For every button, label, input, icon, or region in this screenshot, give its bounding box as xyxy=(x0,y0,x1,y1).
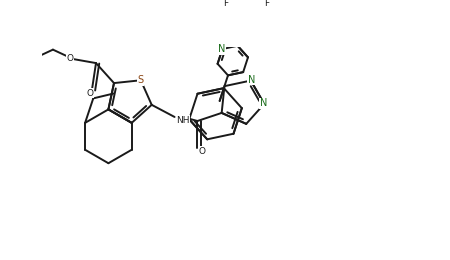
Text: F: F xyxy=(223,0,228,8)
Text: N: N xyxy=(248,75,255,85)
Text: O: O xyxy=(87,89,94,98)
Text: S: S xyxy=(138,75,144,85)
Text: NH: NH xyxy=(176,116,190,125)
Text: O: O xyxy=(198,147,205,156)
Text: F: F xyxy=(264,0,269,8)
Text: N: N xyxy=(260,98,267,108)
Text: N: N xyxy=(218,44,225,54)
Text: O: O xyxy=(66,54,73,63)
